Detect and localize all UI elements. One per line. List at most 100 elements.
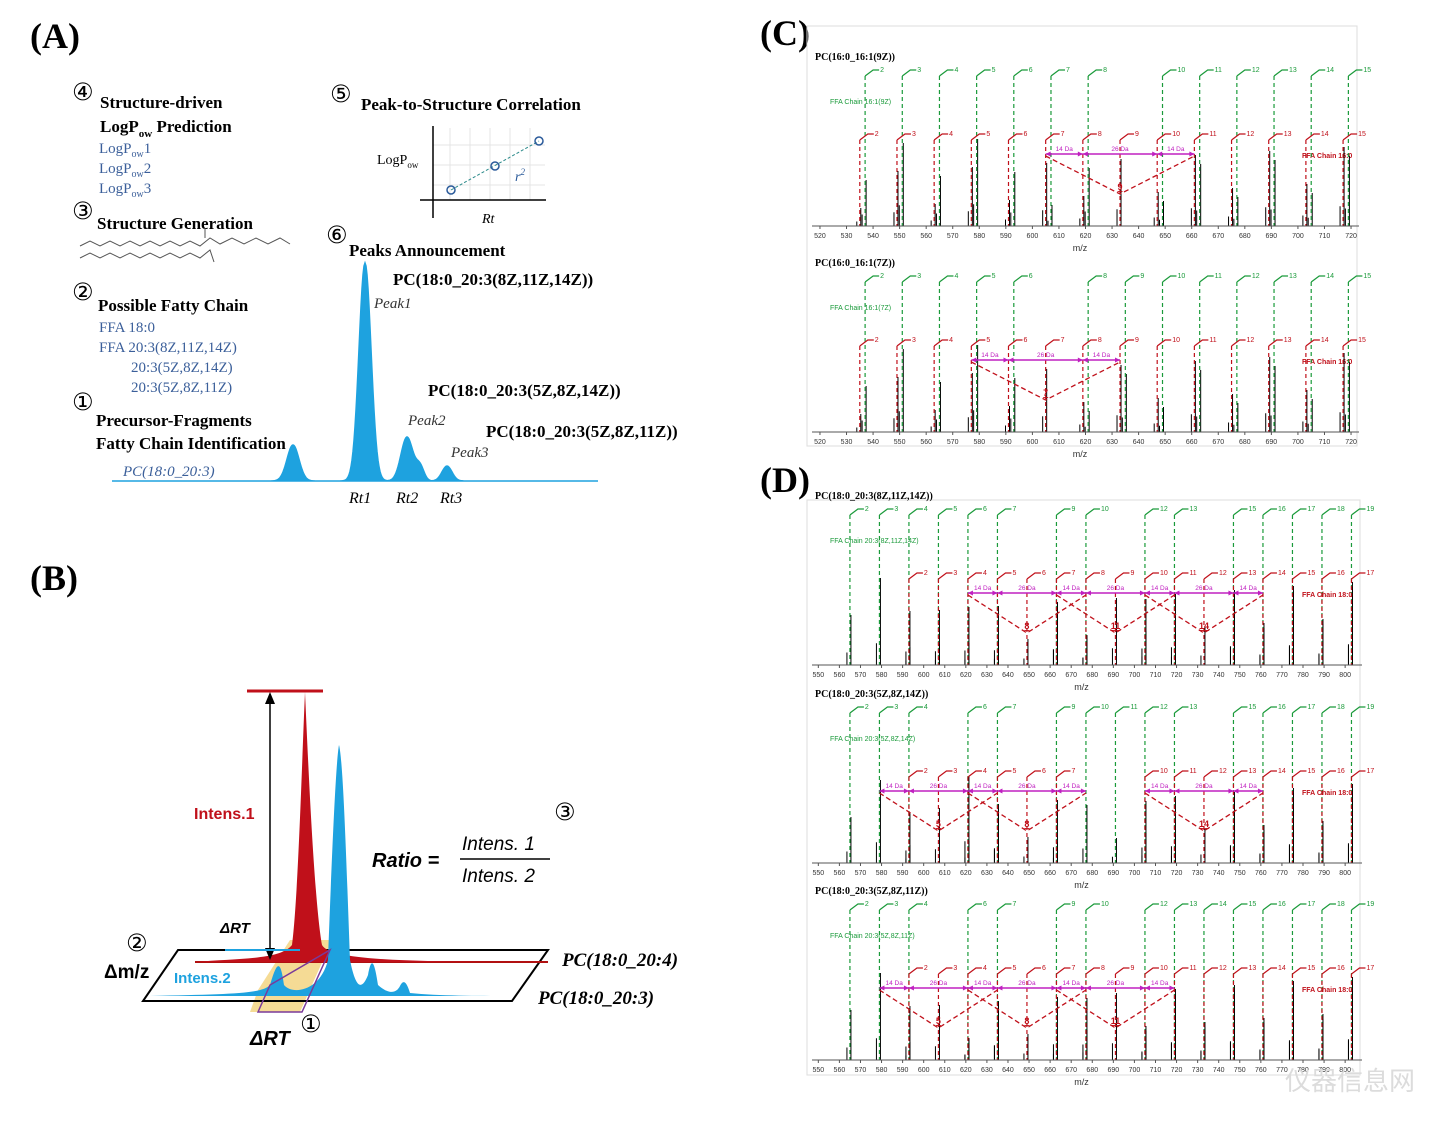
center-label: 11 bbox=[1111, 1016, 1121, 1026]
x-tick-label: 580 bbox=[876, 1067, 888, 1074]
x-tick-label: 710 bbox=[1319, 439, 1331, 446]
x-tick-label: 740 bbox=[1213, 1067, 1225, 1074]
step-number: ⑥ bbox=[326, 221, 348, 249]
subscript: ow bbox=[132, 189, 145, 200]
chain-label: FFA Chain 20:3(8Z,11Z,14Z) bbox=[830, 538, 919, 545]
x-tick-label: 720 bbox=[1171, 870, 1183, 877]
marker-hook bbox=[1115, 967, 1130, 975]
x-tick-label: 750 bbox=[1234, 870, 1246, 877]
marker-hook bbox=[1292, 706, 1307, 714]
marker-hook bbox=[1085, 967, 1100, 975]
marker-label: 9 bbox=[1135, 131, 1139, 138]
x-tick-label: 650 bbox=[1023, 870, 1035, 877]
marker-label: 5 bbox=[992, 273, 996, 280]
marker-label: 11 bbox=[1189, 768, 1196, 775]
x-tick-label: 660 bbox=[1186, 233, 1198, 240]
center-label: 8 bbox=[1024, 621, 1029, 631]
marker-hook bbox=[1174, 706, 1189, 714]
marker-hook bbox=[908, 903, 923, 911]
marker-hook bbox=[967, 967, 982, 975]
marker-label: 6 bbox=[983, 506, 987, 513]
marker-hook bbox=[908, 706, 923, 714]
marker-hook bbox=[997, 770, 1012, 778]
marker-hook bbox=[1305, 133, 1320, 141]
x-tick-label: 590 bbox=[1000, 233, 1012, 240]
correlation-inset bbox=[420, 126, 546, 218]
marker-hook bbox=[976, 275, 991, 283]
center-label: 8 bbox=[1024, 819, 1029, 829]
x-tick-label: 700 bbox=[1129, 870, 1141, 877]
x-tick-label: 770 bbox=[1276, 870, 1288, 877]
center-label: 8 bbox=[1024, 1016, 1029, 1026]
marker-hook bbox=[1144, 706, 1159, 714]
marker-hook bbox=[1273, 69, 1289, 77]
marker-label: 6 bbox=[1042, 768, 1046, 775]
x-tick-label: 720 bbox=[1171, 672, 1183, 679]
marker-label: 12 bbox=[1160, 506, 1168, 513]
marker-label: 9 bbox=[1135, 337, 1139, 344]
marker-label: 3 bbox=[953, 965, 957, 972]
molecule bbox=[79, 249, 215, 263]
peak-label: Peak2 bbox=[407, 413, 446, 429]
x-tick-label: 550 bbox=[812, 870, 824, 877]
marker-label: 6 bbox=[1029, 67, 1033, 74]
center-label: 14 bbox=[1199, 819, 1209, 829]
center-label: 5 bbox=[936, 1016, 941, 1026]
x-tick-label: 640 bbox=[1133, 233, 1145, 240]
marker-label: 12 bbox=[1219, 570, 1227, 577]
marker-label: 2 bbox=[875, 131, 879, 138]
marker-label: 17 bbox=[1366, 965, 1374, 972]
text-part: r bbox=[515, 170, 521, 185]
x-tick-label: 700 bbox=[1292, 233, 1304, 240]
marker-label: 14 bbox=[1278, 570, 1286, 577]
logp-item: LogPow2 bbox=[99, 161, 151, 180]
marker-hook bbox=[1008, 133, 1023, 141]
x-tick-label: 730 bbox=[1192, 672, 1204, 679]
marker-label: 10 bbox=[1101, 506, 1109, 513]
panel-frame bbox=[806, 499, 1361, 1076]
step-number: ② bbox=[72, 278, 94, 306]
marker-label: 15 bbox=[1307, 570, 1315, 577]
marker-hook bbox=[967, 572, 982, 580]
step-title: Peak-to-Structure Correlation bbox=[361, 95, 581, 114]
text-part: 2 bbox=[144, 161, 152, 177]
center-label: 14 bbox=[1199, 621, 1209, 631]
x-tick-label: 730 bbox=[1192, 1067, 1204, 1074]
marker-label: 5 bbox=[953, 506, 957, 513]
marker-hook bbox=[1342, 339, 1358, 347]
marker-label: 5 bbox=[986, 131, 990, 138]
marker-label: 4 bbox=[949, 131, 953, 138]
marker-hook bbox=[1156, 133, 1172, 141]
x-tick-label: 630 bbox=[981, 870, 993, 877]
x-tick-label: 530 bbox=[841, 233, 853, 240]
marker-hook bbox=[1144, 508, 1159, 516]
marker-hook bbox=[1087, 275, 1103, 283]
x-tick-label: 690 bbox=[1107, 1067, 1119, 1074]
x-tick-label: 690 bbox=[1266, 233, 1278, 240]
x-tick-label: 620 bbox=[960, 672, 972, 679]
marker-hook bbox=[1056, 572, 1071, 580]
marker-hook bbox=[997, 706, 1012, 714]
x-tick-label: 610 bbox=[939, 672, 951, 679]
marker-hook bbox=[1174, 572, 1189, 580]
center-v bbox=[1045, 155, 1195, 195]
marker-hook bbox=[1268, 133, 1283, 141]
da-label: 14 Da bbox=[981, 352, 999, 359]
marker-label: 12 bbox=[1247, 131, 1255, 138]
x-tick-label: 630 bbox=[981, 672, 993, 679]
rt-label: Rt1 bbox=[348, 490, 371, 507]
marker-label: 16 bbox=[1337, 570, 1345, 577]
x-tick-label: 570 bbox=[855, 1067, 867, 1074]
x-tick-label: 530 bbox=[841, 439, 853, 446]
marker-label: 6 bbox=[983, 704, 987, 711]
x-tick-label: 610 bbox=[939, 1067, 951, 1074]
spectrum-title: PC(18:0_20:3(8Z,11Z,14Z)) bbox=[815, 491, 933, 502]
marker-hook bbox=[908, 770, 923, 778]
marker-hook bbox=[1156, 339, 1172, 347]
marker-hook bbox=[1162, 69, 1177, 77]
marker-label: 16 bbox=[1337, 965, 1345, 972]
x-tick-label: 620 bbox=[960, 870, 972, 877]
marker-hook bbox=[939, 69, 954, 77]
chain-item: FFA 20:3(8Z,11Z,14Z) bbox=[99, 340, 237, 356]
x-tick-label: 650 bbox=[1023, 672, 1035, 679]
